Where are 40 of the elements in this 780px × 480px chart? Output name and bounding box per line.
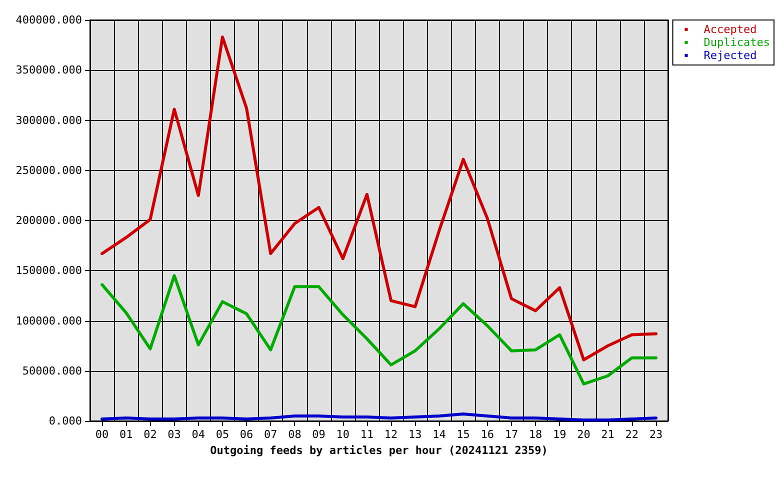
legend-label: Rejected [704,49,757,62]
x-tick-label: 23 [649,428,663,441]
x-tick-label: 22 [625,428,638,441]
legend-label: Duplicates [704,36,770,49]
x-tick-label: 01 [120,428,133,441]
y-tick-label: 350000.000 [16,64,82,77]
x-tick-label: 05 [216,428,230,441]
x-tick-label: 11 [360,428,374,441]
line-series [100,274,658,386]
x-tick-label: 06 [240,428,254,441]
x-tick-label: 19 [553,428,566,441]
x-axis-title: Outgoing feeds by articles per hour (20241121 2359) [210,444,548,457]
x-tick-label: 04 [192,428,206,441]
x-tick-label: 15 [456,428,470,441]
x-tick-label: 13 [408,428,422,441]
y-tick-label: 100000.000 [16,314,82,328]
x-tick-label: 17 [504,428,518,441]
x-tick-label: 16 [480,428,494,441]
y-tick-label: 300000.000 [16,114,82,127]
line-series [100,412,658,422]
y-tick-label: 150000.000 [16,264,82,278]
y-tick-label: 50000.000 [22,364,82,378]
y-tick-label: 200000.000 [16,214,82,227]
x-tick-label: 09 [312,428,326,441]
x-tick-label: 00 [95,428,109,441]
x-tick-label: 08 [288,428,302,441]
legend-label: Accepted [704,23,757,36]
x-tick-label: 18 [528,428,542,441]
line-series [100,36,658,362]
x-tick-label: 14 [432,428,446,441]
x-tick-label: 07 [264,428,278,441]
y-tick-label: 250000.000 [16,164,82,177]
x-tick-label: 03 [168,428,181,441]
x-tick-label: 12 [384,428,398,441]
x-tick-label: 20 [577,428,590,441]
y-tick-label: 0.000 [48,414,82,428]
x-tick-label: 02 [144,428,157,441]
y-tick-label: 400000.000 [16,14,82,26]
x-tick-label: 10 [336,428,350,441]
x-tick-label: 21 [601,428,614,441]
